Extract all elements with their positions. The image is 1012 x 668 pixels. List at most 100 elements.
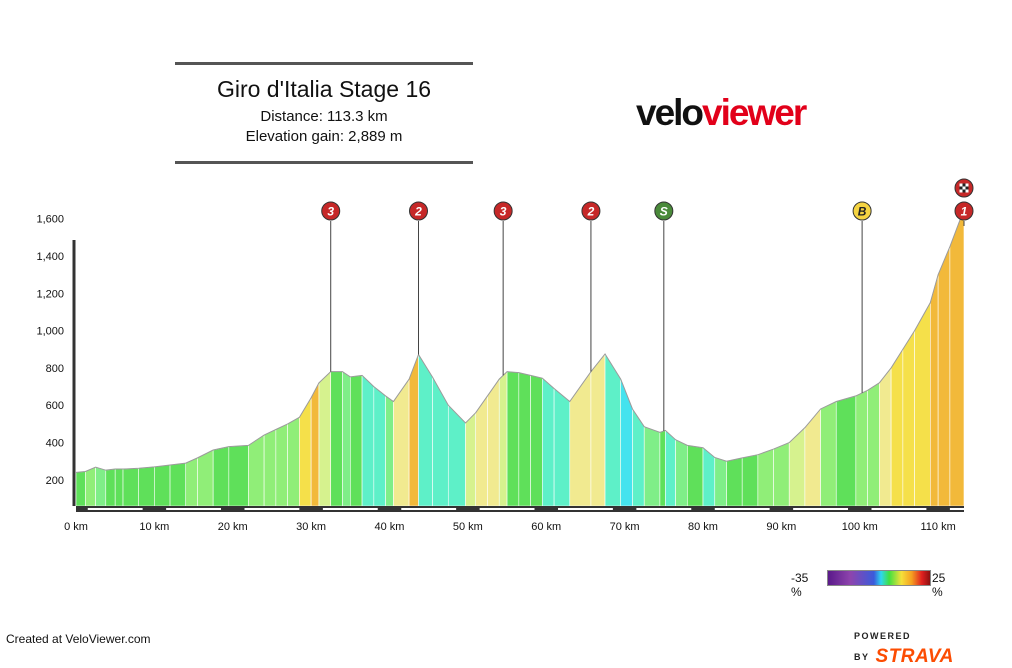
x-tick-label: 30 km: [296, 521, 326, 533]
profile-segment: [788, 426, 806, 507]
profile-segment: [342, 371, 351, 507]
profile-segment: [902, 329, 915, 507]
profile-segment: [287, 416, 300, 507]
finish-flag-square: [959, 189, 963, 193]
finish-flag-square: [965, 189, 969, 193]
finish-flag-square: [965, 183, 969, 187]
gradient-scale-min: -35 %: [791, 571, 809, 599]
climb-marker-badge: [409, 201, 429, 221]
x-tick-label: 50 km: [453, 521, 483, 533]
profile-segment: [773, 442, 790, 507]
profile-segment: [506, 371, 520, 507]
profile-segment: [418, 353, 433, 507]
distance-bar-stripe: [558, 508, 613, 510]
profile-segment: [757, 448, 774, 507]
profile-segment: [122, 467, 140, 507]
x-tick-label: 40 km: [375, 521, 405, 533]
profile-segment: [350, 375, 363, 507]
marker-label: S: [660, 205, 668, 219]
climb-marker-badge: [321, 201, 341, 221]
distance-bar-stripe: [244, 508, 300, 510]
elevation-profile-chart: 200 400 600 800 1,000 1,200 1,400 1,600 0 km 10 k…: [36, 178, 974, 533]
profile-segment: [105, 468, 116, 507]
x-tick-label: 0 km: [64, 521, 88, 533]
marker-label: 2: [587, 205, 595, 219]
profile-segment: [263, 429, 277, 507]
title-bottom-rule: [175, 161, 473, 164]
profile-segment: [361, 374, 375, 507]
profile-segment: [85, 466, 96, 507]
profile-segment: [741, 454, 759, 507]
gradient-scale-bar: [827, 570, 931, 586]
profile-segment: [138, 466, 155, 507]
distance-bar-stripe: [166, 508, 221, 510]
y-tick-label: 1,200: [36, 288, 64, 300]
veloviewer-logo: veloviewer: [636, 92, 807, 134]
finish-flag-square: [962, 189, 966, 193]
powered-by-strava: POWERED BY STRAVA: [854, 628, 1012, 668]
profile-segment: [620, 379, 633, 507]
profile-segment: [855, 389, 868, 507]
profile-segment: [432, 376, 449, 507]
x-tick-label: 80 km: [688, 521, 718, 533]
y-tick-label: 800: [46, 363, 64, 375]
profile-segment: [804, 408, 821, 507]
distance-bar-stripe: [871, 508, 927, 510]
profile-segment: [569, 370, 592, 507]
climb-marker-badge: [954, 201, 974, 221]
profile-segment: [228, 445, 249, 507]
marker-label: 1: [961, 205, 968, 219]
distance-bar-stripe: [793, 508, 849, 510]
profile-segment: [714, 457, 727, 507]
finish-flag-square: [959, 186, 963, 190]
profile-segment: [835, 395, 857, 507]
climb-marker-badge: [493, 201, 513, 221]
profile-segment: [604, 352, 622, 507]
stage-title: Giro d'Italia Stage 16: [216, 76, 432, 102]
distance-text: Distance: 113.3 km: [260, 108, 388, 125]
x-tick-label: 10 km: [139, 521, 169, 533]
distance-bar-stripe: [714, 508, 770, 510]
profile-segment: [169, 462, 187, 507]
finish-flag-square: [962, 183, 966, 187]
profile-segment: [465, 411, 477, 507]
profile-segment: [820, 401, 837, 507]
title-box: Giro d'Italia Stage 16 Distance: 113.3 k…: [175, 62, 473, 164]
y-tick-label: 200: [46, 475, 64, 487]
marker-label: 2: [414, 205, 422, 219]
distance-bar-stripe: [87, 508, 143, 510]
profile-segment: [929, 274, 939, 507]
profile-segment: [643, 426, 661, 507]
profile-segment: [937, 246, 951, 507]
profile-segment: [318, 370, 332, 507]
strava-logo: STRAVA: [875, 646, 954, 667]
logo-part-viewer: viewer: [702, 92, 807, 133]
profile-segment: [949, 209, 965, 507]
y-tick-label: 600: [46, 400, 64, 412]
distance-bar-stripe: [401, 508, 457, 510]
finish-flag-square: [965, 186, 969, 190]
profile-segment: [890, 348, 904, 507]
x-tick-label: 70 km: [610, 521, 640, 533]
profile-segment: [530, 375, 543, 507]
profile-segment: [75, 471, 86, 507]
y-tick-label: 1,400: [36, 251, 64, 263]
profile-segment: [275, 423, 288, 507]
profile-segment: [553, 387, 571, 507]
profile-segment: [687, 445, 704, 507]
profile-segment: [542, 377, 555, 507]
distance-bar-stripe: [479, 508, 535, 510]
profile-segment: [487, 378, 500, 507]
x-tick-label: 60 km: [531, 521, 561, 533]
x-tick-label: 90 km: [766, 521, 796, 533]
profile-segment: [498, 370, 508, 507]
finish-flag-square: [959, 183, 963, 187]
profile-segment: [373, 385, 386, 507]
profile-segment: [248, 434, 265, 507]
finish-flag-square: [962, 186, 966, 190]
profile-segment: [518, 372, 531, 507]
distance-bar-stripe: [322, 508, 378, 510]
y-tick-label: 1,000: [36, 326, 64, 338]
profile-segment: [154, 464, 171, 507]
profile-segment: [114, 468, 124, 507]
